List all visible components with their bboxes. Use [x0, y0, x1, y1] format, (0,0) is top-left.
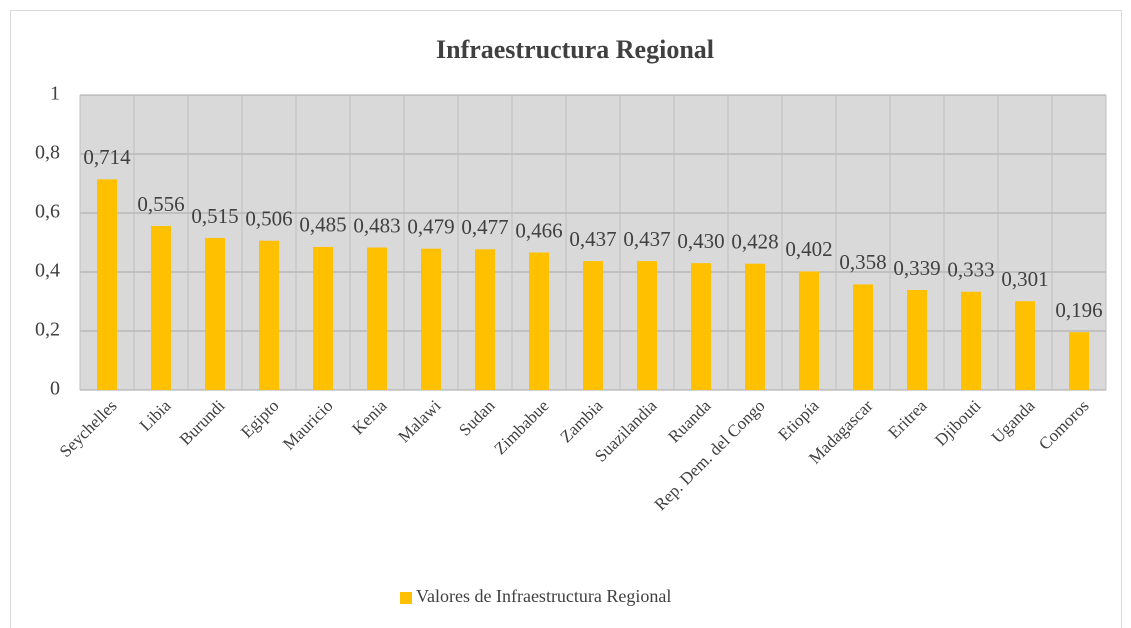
bar: [1069, 332, 1089, 390]
bar: [583, 261, 603, 390]
value-label: 0,437: [569, 227, 616, 251]
value-label: 0,437: [623, 227, 670, 251]
value-label: 0,402: [785, 237, 832, 261]
bar: [367, 247, 387, 390]
chart-title: Infraestructura Regional: [436, 35, 714, 64]
bar: [205, 238, 225, 390]
value-label: 0,339: [893, 256, 940, 280]
y-tick-label: 0,4: [35, 260, 60, 282]
bar: [421, 248, 441, 390]
value-label: 0,196: [1055, 298, 1102, 322]
bar: [799, 271, 819, 390]
bar: [97, 179, 117, 390]
y-tick-label: 1: [50, 83, 60, 105]
value-label: 0,483: [353, 213, 400, 237]
bar: [745, 263, 765, 390]
value-label: 0,477: [461, 215, 508, 239]
value-label: 0,515: [191, 204, 238, 228]
legend-label: Valores de Infraestructura Regional: [416, 586, 671, 606]
bar: [853, 284, 873, 390]
legend-swatch: [400, 592, 412, 604]
bar: [475, 249, 495, 390]
value-label: 0,333: [947, 258, 994, 282]
bar: [691, 263, 711, 390]
value-label: 0,714: [83, 145, 131, 169]
value-label: 0,556: [137, 192, 184, 216]
value-label: 0,485: [299, 213, 346, 237]
value-label: 0,430: [677, 229, 724, 253]
value-label: 0,466: [515, 218, 562, 242]
bar: [151, 225, 171, 390]
value-label: 0,506: [245, 207, 292, 231]
bar: [1015, 301, 1035, 390]
bar: [907, 289, 927, 390]
value-label: 0,301: [1001, 267, 1048, 291]
value-label: 0,479: [407, 215, 454, 239]
y-tick-label: 0,2: [35, 319, 60, 341]
bar: [961, 291, 981, 390]
y-tick-label: 0,8: [35, 142, 60, 164]
bar: [313, 246, 333, 390]
y-tick-label: 0: [50, 378, 60, 400]
value-label: 0,358: [839, 250, 886, 274]
bar: [259, 240, 279, 390]
value-label: 0,428: [731, 230, 778, 254]
bar: [529, 252, 549, 390]
bar: [637, 261, 657, 390]
y-tick-label: 0,6: [35, 201, 60, 223]
